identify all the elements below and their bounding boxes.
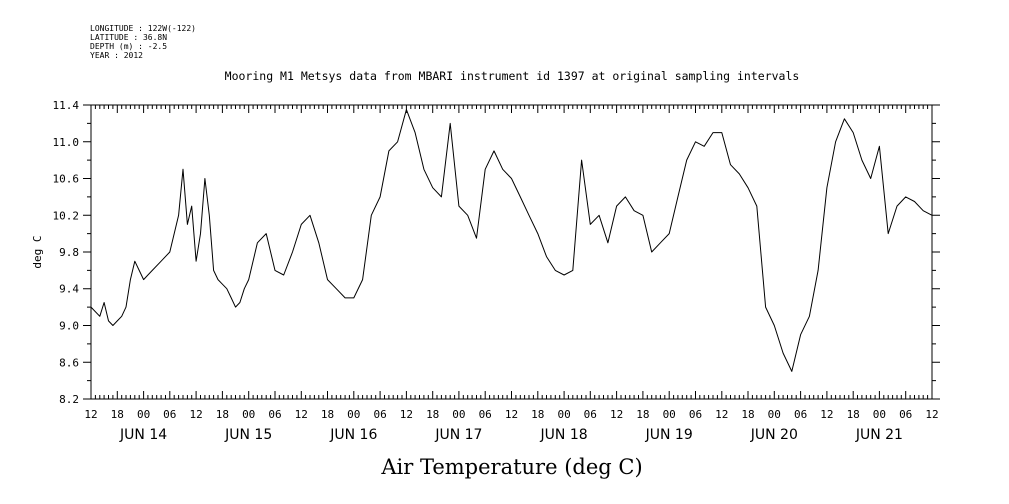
x-tick-label: 12 [505, 408, 518, 421]
x-tick-label: 12 [400, 408, 413, 421]
x-tick-label: 12 [820, 408, 833, 421]
x-tick-label: 12 [295, 408, 308, 421]
x-tick-label: 00 [452, 408, 465, 421]
y-tick-label: 9.0 [59, 320, 79, 333]
air-temperature-line [90, 109, 933, 372]
x-tick-label: 00 [768, 408, 781, 421]
x-tick-label: 00 [347, 408, 360, 421]
y-tick-label: 10.2 [53, 209, 80, 222]
day-label: JUN 14 [119, 427, 167, 443]
x-tick-label: 00 [663, 408, 676, 421]
axis-ticks [83, 104, 940, 400]
y-tick-labels: 8.2 8.6 9.0 9.4 9.8 10.2 10.6 11.0 11.4 [53, 99, 80, 406]
y-tick-label: 9.4 [59, 283, 79, 296]
latitude-label: LATITUDE : 36.8N [90, 33, 167, 42]
y-tick-label: 10.6 [53, 173, 80, 186]
x-tick-label: 18 [111, 408, 124, 421]
tick-marks [83, 104, 940, 400]
x-tick-label: 06 [268, 408, 281, 421]
x-tick-label: 18 [321, 408, 334, 421]
x-tick-label: 00 [873, 408, 886, 421]
day-label: JUN 18 [540, 427, 588, 443]
x-tick-label: 12 [610, 408, 623, 421]
x-tick-label: 18 [636, 408, 649, 421]
y-axis-label: deg C [31, 235, 44, 268]
x-tick-label: 18 [847, 408, 860, 421]
x-tick-label: 06 [479, 408, 492, 421]
day-label: JUN 17 [434, 427, 482, 443]
x-tick-labels: 12 18 00 06 12 18 00 06 12 18 00 06 12 18 00 06 12 18 00 06… [84, 408, 938, 421]
x-tick-label: 18 [531, 408, 544, 421]
day-label: JUN 19 [645, 427, 693, 443]
day-labels: JUN 14 JUN 15 JUN 16 JUN 17 JUN 18 JUN 19 JUN … [119, 427, 903, 443]
x-tick-label: 18 [741, 408, 754, 421]
x-tick-label: 18 [426, 408, 439, 421]
y-tick-label: 8.6 [59, 356, 79, 369]
y-tick-label: 8.2 [59, 393, 79, 406]
y-tick-label: 11.4 [53, 99, 80, 112]
x-tick-label: 06 [584, 408, 597, 421]
day-label: JUN 15 [224, 427, 272, 443]
plot-frame [90, 104, 933, 400]
year-label: YEAR : 2012 [90, 51, 143, 60]
x-tick-label: 06 [899, 408, 912, 421]
y-tick-label: 11.0 [53, 136, 80, 149]
x-tick-label: 00 [557, 408, 570, 421]
day-label: JUN 21 [855, 427, 903, 443]
x-tick-label: 06 [163, 408, 176, 421]
depth-label: DEPTH (m) : -2.5 [90, 42, 167, 51]
x-tick-label: 00 [242, 408, 255, 421]
x-tick-label: 06 [689, 408, 702, 421]
day-label: JUN 16 [329, 427, 377, 443]
day-label: JUN 20 [750, 427, 798, 443]
x-tick-label: 12 [189, 408, 202, 421]
x-tick-label: 00 [137, 408, 150, 421]
x-tick-label: 06 [794, 408, 807, 421]
x-tick-label: 18 [216, 408, 229, 421]
longitude-label: LONGITUDE : 122W(-122) [90, 24, 196, 33]
x-tick-label: 06 [373, 408, 386, 421]
x-tick-label: 12 [84, 408, 97, 421]
x-tick-label: 12 [925, 408, 938, 421]
x-tick-label: 12 [715, 408, 728, 421]
x-axis-label: Air Temperature (deg C) [380, 455, 642, 479]
series-group [90, 109, 933, 372]
y-tick-label: 9.8 [59, 246, 79, 259]
chart-title: Mooring M1 Metsys data from MBARI instru… [225, 69, 800, 83]
